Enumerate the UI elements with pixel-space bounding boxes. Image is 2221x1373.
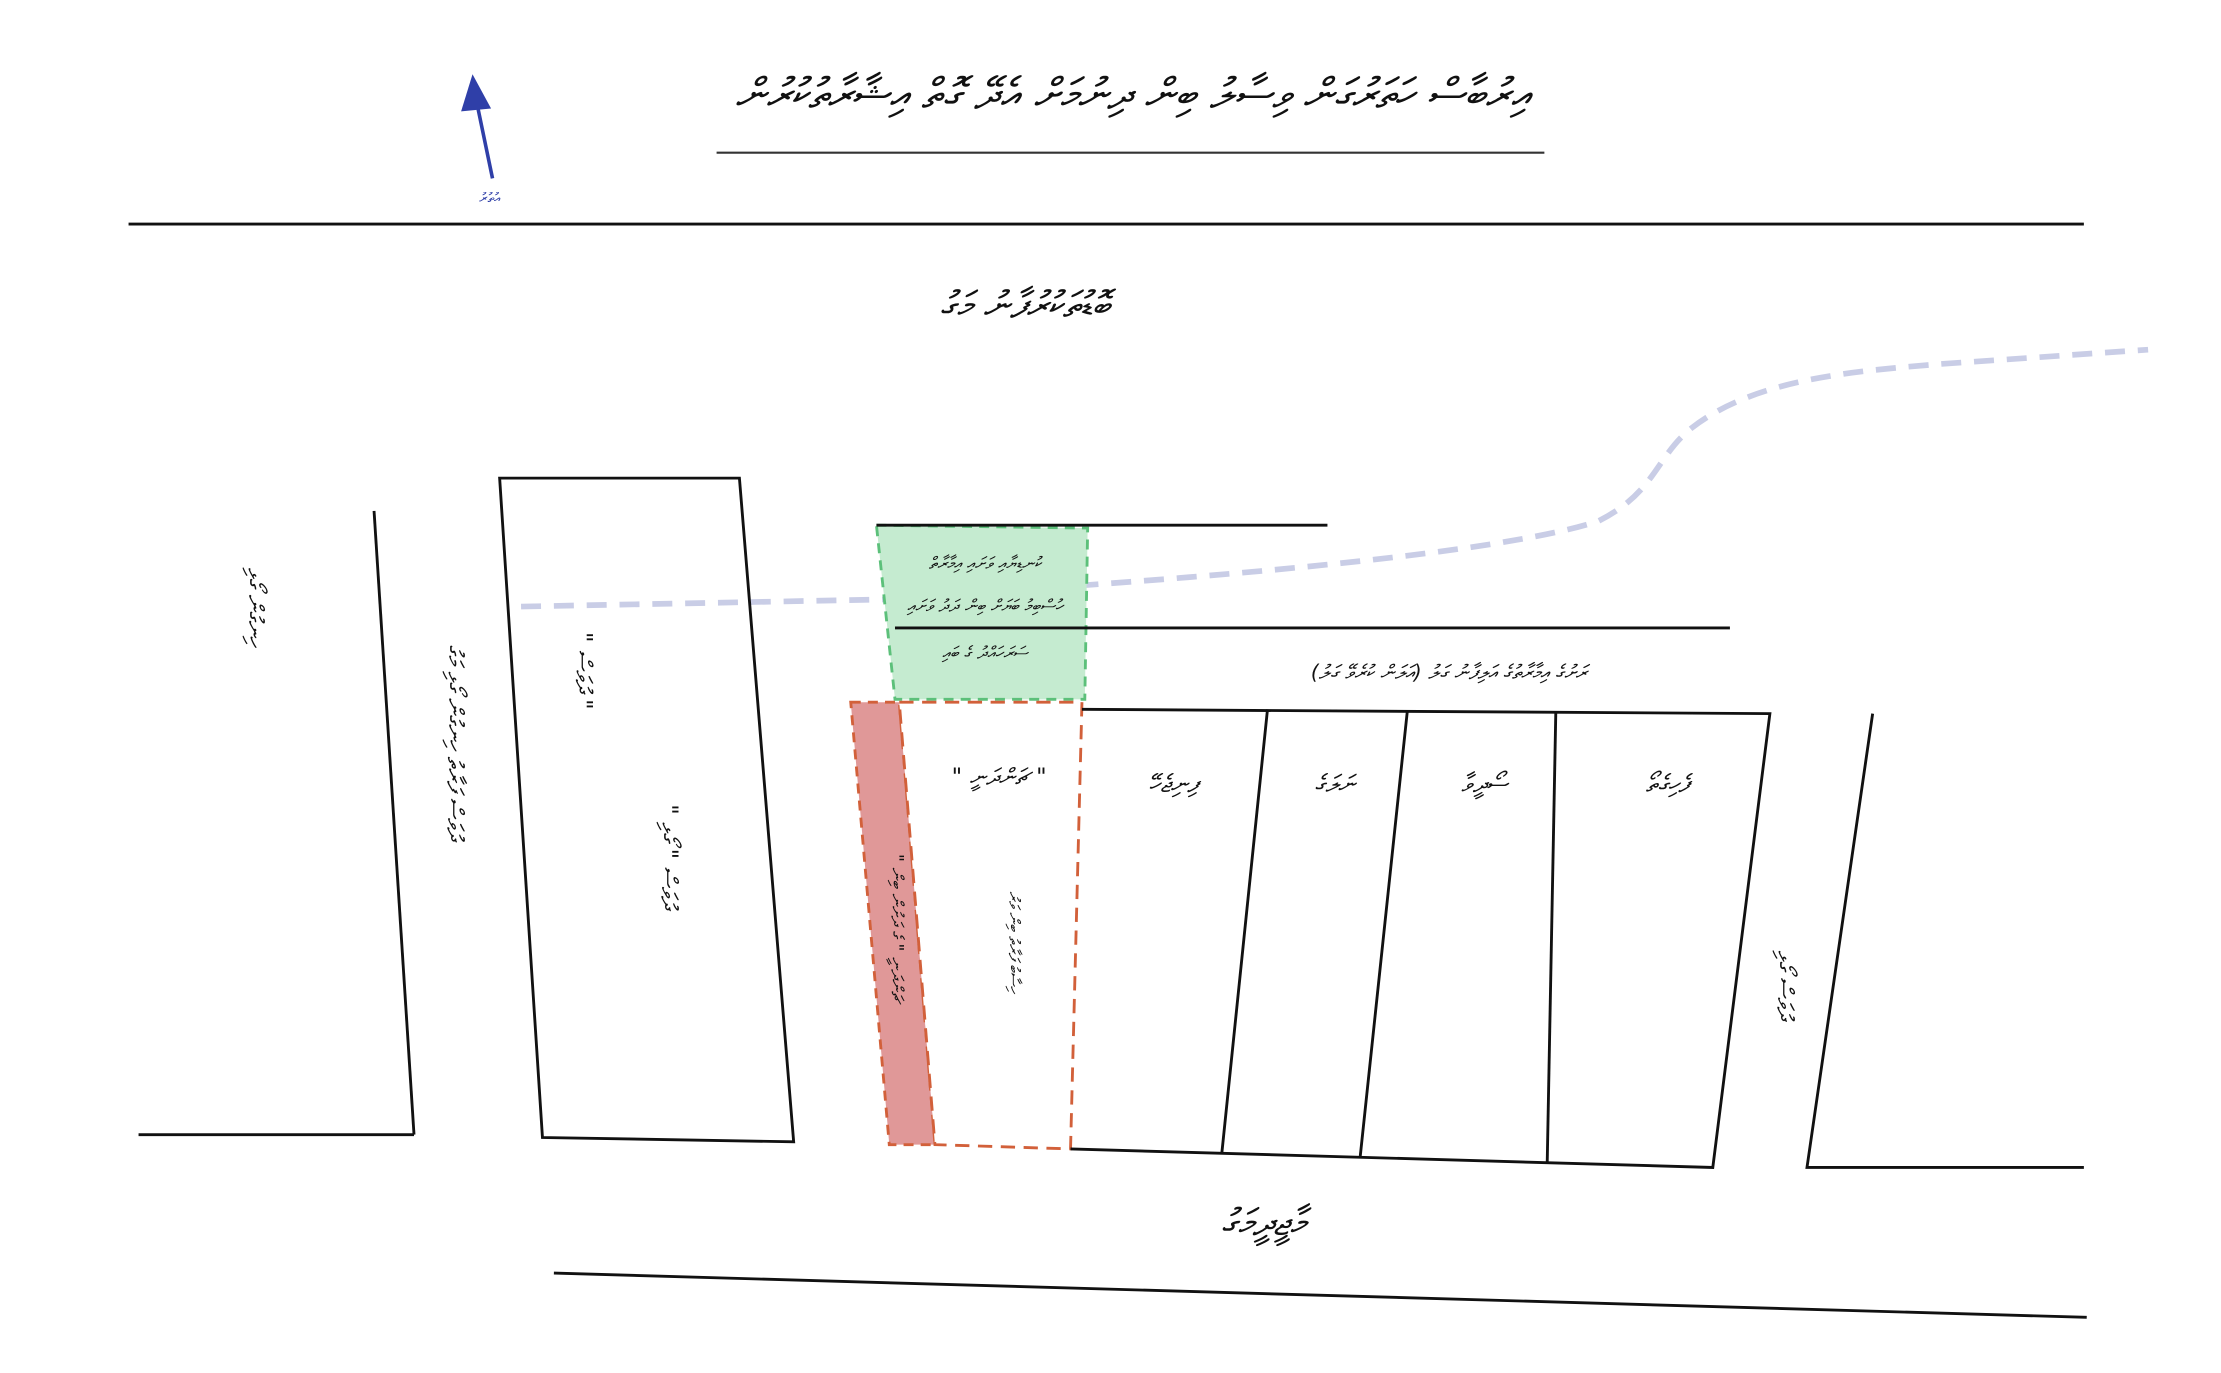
red-area [849,700,937,1147]
plot-label: " ދުވަސް " ގޯޅި [656,804,683,912]
north-arrow [475,102,495,179]
plot-label: ސޯދީވާ [1461,769,1510,800]
green-area [874,523,1090,701]
road-label: މާޖީދީމަގު [1221,1201,1312,1247]
plot-label: ހުސްބިމު ބަޔަށް ބިން ދަދު ވަށައި [906,597,1065,617]
plot-label: ދުވަސް ފަރާތު ހިނގުން ގޯޅި މަގު [441,645,468,843]
plot [498,476,796,1144]
road-edge [553,1271,2087,1319]
plot-label: " ޗަންދަނީ " ގެ ދަށުން ބިން [885,854,906,1005]
plot-label: ހިސާބު ފަރާތު ބިން ވަރު [1005,891,1024,994]
plot-label: ފިނިޖެހޭ [1149,769,1202,798]
north-label: އުތުރު [479,190,501,206]
plot-label: ހިނގުން ގޯޅި [242,567,269,648]
title: އިރުބާސް ހަތަރުގަން ވިސާލު ބިން ދިނުމަށް… [735,70,1533,120]
plots-outline [1070,707,1772,1169]
plot-line [1805,713,2084,1169]
plot-label: ރަށުގެ އިމާރާތުގެ އަލިފާނު ގަލު (އަލަން … [1311,660,1591,684]
plot-label: " ދުވަސް " [570,632,596,710]
boundary-dashed [520,346,2149,610]
road-label: ބޮޑުތަކުރުފާނު މަގު [940,283,1117,326]
plot-label: ސަރަހައްދު ގެ ބައި [941,644,1029,664]
plot-label: ފެހިގެތޯ [1646,769,1694,798]
plot-label: ނަލަގެ [1315,769,1358,798]
plot-line [1545,712,1558,1162]
plot-label: " ޗަންދަނީ " [952,764,1047,791]
plot-line [1358,710,1409,1157]
north-arrow-head [461,74,492,112]
plot-label: ކުނޑިޔާއި ވަށައި އިމާރާތް [929,554,1044,574]
plot-line [1220,709,1269,1154]
plot-line [372,510,416,1135]
plot-label: ދުވަސް ގޯޅި [1772,950,1799,1022]
